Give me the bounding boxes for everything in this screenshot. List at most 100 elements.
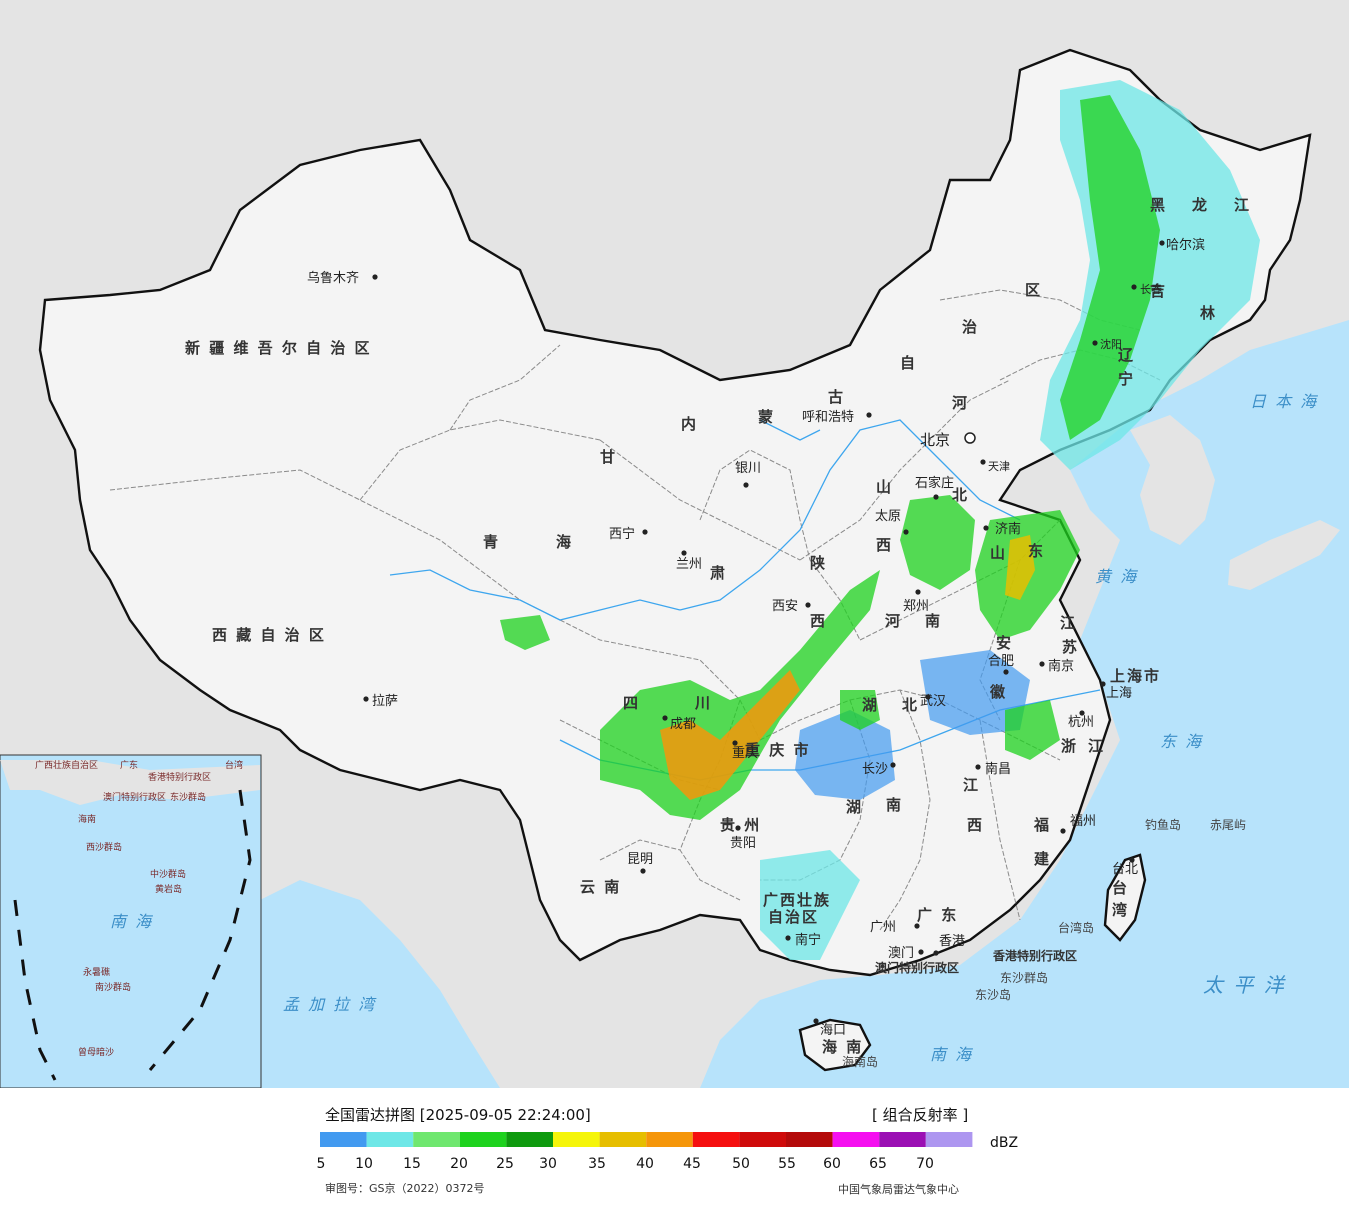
label-jiangsu-a: 江	[1060, 614, 1077, 632]
city-dot	[785, 935, 791, 941]
label-fujian-a: 福	[1033, 816, 1051, 834]
scale-tick-label: 70	[916, 1156, 934, 1172]
scale-tick-label: 15	[403, 1156, 421, 1172]
color-swatch	[320, 1132, 367, 1147]
label-nmg-f: 区	[1025, 281, 1042, 299]
inset-label-guangdong: 广东	[120, 759, 138, 771]
scale-tick-label: 65	[869, 1156, 887, 1172]
city-dot	[743, 482, 749, 488]
city-labels: 乌鲁木齐 拉萨 西宁 兰州 银川 呼和浩特 北京 天津 石家庄 太原 济南 郑州…	[307, 237, 1205, 1038]
city-nanjing: 南京	[1048, 658, 1074, 674]
city-lhasa: 拉萨	[372, 694, 398, 709]
label-nmg-e: 治	[962, 318, 979, 336]
label-henan-b: 南	[925, 612, 942, 630]
echo-hunan	[795, 710, 895, 800]
scale-tick-label: 20	[450, 1156, 468, 1172]
label-guizhou: 贵 州	[720, 816, 761, 834]
city-macao: 澳门	[888, 945, 914, 961]
hainan-island	[798, 1018, 872, 1072]
sea-pacific: 太 平 洋	[1203, 973, 1286, 997]
label-liaoning-b: 宁	[1118, 370, 1135, 388]
city-guangzhou: 广州	[870, 920, 896, 935]
label-chongqing: 重 庆 市	[745, 741, 810, 759]
label-sichuan-b: 川	[694, 694, 712, 712]
city-dot	[805, 602, 811, 608]
city-dot	[1003, 669, 1009, 675]
inset-label-dongsha: 东沙群岛	[170, 791, 206, 803]
city-changchun: 长春	[1140, 283, 1162, 296]
label-shanghai: 上海市	[1110, 667, 1161, 685]
sea-labels: 日 本 海 黄 海 东 海 南 海 太 平 洋 孟 加 拉 湾	[283, 392, 1316, 1064]
label-hunan-b: 南	[886, 796, 903, 814]
label-gansu-b: 肃	[710, 564, 727, 582]
inset-label-taiwan: 台湾	[225, 759, 243, 771]
taiwan	[1103, 853, 1147, 942]
legend-title: 全国雷达拼图 [2025-09-05 22:24:00]	[325, 1106, 591, 1124]
color-swatch	[599, 1132, 647, 1147]
label-hainan: 海 南	[822, 1038, 863, 1056]
city-dot	[363, 696, 369, 702]
city-dot	[1159, 240, 1165, 246]
label-nmg-a: 内	[681, 415, 698, 433]
color-scale-ticks: 5 10 15 20 25 30 35 40 45 50 55 60 65 70	[317, 1156, 934, 1172]
city-guiyang: 贵阳	[730, 836, 756, 851]
color-swatch	[879, 1132, 926, 1147]
scale-tick-label: 55	[778, 1156, 796, 1172]
label-zhejiang-b: 江	[1088, 737, 1105, 755]
label-liaoning-a: 辽	[1118, 346, 1135, 364]
echo-shandong-core	[1005, 535, 1035, 600]
island-hainan: 海南岛	[842, 1054, 878, 1069]
city-dot	[980, 459, 986, 465]
city-kunming: 昆明	[627, 852, 653, 867]
city-dot	[1092, 340, 1098, 346]
korea-land	[1130, 415, 1215, 545]
city-hohhot: 呼和浩特	[802, 410, 854, 425]
city-dot	[662, 715, 668, 721]
city-dot	[1060, 828, 1066, 834]
sea-bengal: 孟 加 拉 湾	[283, 995, 377, 1014]
inset-south-sea-label: 南 海	[110, 912, 153, 931]
city-dot	[372, 274, 378, 280]
city-hongkong: 香港	[939, 934, 965, 949]
color-swatch	[832, 1132, 880, 1147]
label-shanxi-b: 西	[876, 536, 893, 554]
city-harbin: 哈尔滨	[1166, 237, 1205, 253]
label-guangxi-a: 广西壮族	[763, 891, 831, 909]
label-nmg-b: 蒙	[758, 408, 775, 426]
label-shandong-b: 东	[1028, 542, 1045, 560]
city-dot	[1129, 857, 1135, 863]
echo-hubei	[840, 690, 880, 730]
city-dot	[925, 694, 931, 700]
label-hlj-b: 龙	[1191, 196, 1209, 214]
city-dot	[933, 494, 939, 500]
inset-label-zhongsha: 中沙群岛	[150, 868, 186, 880]
echo-sichuan-core	[660, 670, 800, 800]
city-dot	[1079, 710, 1085, 716]
label-guangdong: 广 东	[917, 906, 958, 924]
scale-tick-label: 60	[823, 1156, 841, 1172]
color-scale	[320, 1132, 973, 1147]
island-dongsha-dao: 东沙岛	[975, 987, 1011, 1002]
city-xining: 西宁	[609, 526, 635, 542]
radar-map: 新 疆 维 吾 尔 自 治 区 西 藏 自 治 区 青 海 甘 肃 内 蒙 古 …	[0, 0, 1349, 1088]
label-jilin-a: 吉	[1150, 282, 1167, 300]
scale-tick-label: 5	[317, 1156, 326, 1172]
label-nmg-c: 古	[828, 388, 845, 406]
color-swatch	[413, 1132, 460, 1147]
scale-tick-label: 50	[732, 1156, 750, 1172]
city-dot	[735, 825, 741, 831]
label-qinghai-a: 青	[483, 533, 500, 551]
inset-label-macao: 澳门特别行政区	[103, 791, 166, 803]
island-chiwei: 赤尾屿	[1210, 818, 1246, 832]
echo-guangxi	[760, 850, 860, 960]
label-hebei-b: 北	[952, 486, 969, 504]
color-swatch	[646, 1132, 693, 1147]
city-urumqi: 乌鲁木齐	[307, 270, 359, 286]
label-qinghai-b: 海	[556, 533, 573, 551]
city-tianjin: 天津	[988, 460, 1010, 473]
color-swatch	[739, 1132, 786, 1147]
echo-northeast-core	[1060, 95, 1160, 440]
city-xian: 西安	[772, 599, 798, 614]
city-dot	[983, 525, 989, 531]
city-dot	[975, 764, 981, 770]
